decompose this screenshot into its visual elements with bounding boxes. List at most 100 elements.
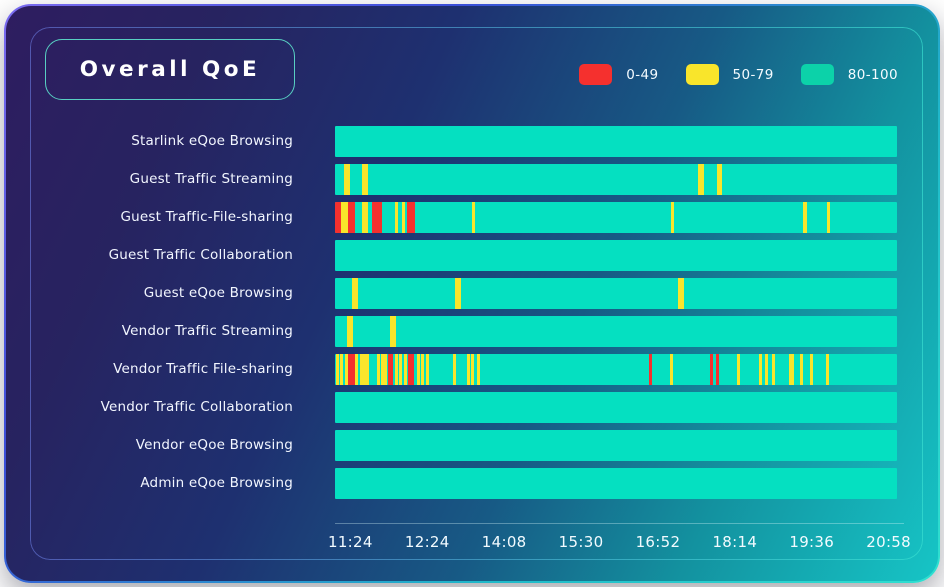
qoe-segment[interactable] [677, 278, 684, 309]
qoe-segment[interactable] [372, 202, 383, 233]
qoe-bar[interactable] [335, 240, 897, 271]
qoe-segment[interactable] [758, 354, 762, 385]
qoe-segment[interactable] [404, 354, 408, 385]
row-label: Vendor Traffic Collaboration [100, 399, 293, 415]
legend: 0-49 50-79 80-100 [579, 64, 898, 85]
row-label: Starlink eQoe Browsing [131, 133, 293, 149]
legend-swatch-teal [800, 64, 834, 85]
row-label: Guest eQoe Browsing [143, 285, 293, 301]
qoe-segment[interactable] [467, 354, 471, 385]
qoe-segment[interactable] [417, 354, 421, 385]
qoe-segment[interactable] [472, 202, 476, 233]
qoe-segment[interactable] [347, 202, 355, 233]
qoe-bar[interactable] [335, 430, 897, 461]
qoe-segment[interactable] [788, 354, 794, 385]
qoe-bar[interactable] [335, 392, 897, 423]
qoe-segment[interactable] [395, 202, 399, 233]
legend-item-50-79[interactable]: 50-79 [685, 64, 774, 85]
chart-row: Vendor eQoe Browsing [6, 430, 897, 461]
qoe-segment[interactable] [408, 354, 415, 385]
qoe-bar[interactable] [335, 202, 897, 233]
chart-row: Guest Traffic Collaboration [6, 240, 897, 271]
qoe-segment[interactable] [800, 354, 804, 385]
qoe-segment[interactable] [825, 354, 829, 385]
legend-item-80-100[interactable]: 80-100 [800, 64, 898, 85]
qoe-segment[interactable] [381, 354, 385, 385]
qoe-segment[interactable] [698, 164, 704, 195]
chart-row: Admin eQoe Browsing [6, 468, 897, 499]
qoe-segment[interactable] [361, 202, 369, 233]
qoe-bar[interactable] [335, 468, 897, 499]
axis-tick-label: 16:52 [635, 533, 681, 551]
qoe-segment[interactable] [399, 354, 403, 385]
qoe-bar[interactable] [335, 164, 897, 195]
qoe-segment[interactable] [387, 354, 393, 385]
qoe-segment[interactable] [377, 354, 381, 385]
row-label: Guest Traffic-File-sharing [120, 209, 293, 225]
qoe-segment[interactable] [716, 164, 723, 195]
dashboard-card-border: Overall QoE 0-49 50-79 80-100 Starlink e… [4, 4, 940, 583]
qoe-segment[interactable] [716, 354, 720, 385]
qoe-segment[interactable] [384, 354, 388, 385]
qoe-segment[interactable] [471, 354, 474, 385]
legend-label: 0-49 [626, 66, 659, 83]
qoe-segment[interactable] [671, 202, 675, 233]
qoe-segment[interactable] [351, 278, 359, 309]
qoe-bar[interactable] [335, 354, 897, 385]
axis-tick-label: 19:36 [789, 533, 835, 551]
legend-item-0-49[interactable]: 0-49 [579, 64, 658, 85]
qoe-segment[interactable] [810, 354, 814, 385]
qoe-segment[interactable] [346, 316, 353, 347]
axis-tick-label: 20:58 [866, 533, 911, 551]
qoe-segment[interactable] [772, 354, 776, 385]
qoe-segment[interactable] [426, 354, 430, 385]
qoe-segment[interactable] [401, 202, 406, 233]
qoe-segment[interactable] [669, 354, 674, 385]
qoe-bar[interactable] [335, 126, 897, 157]
qoe-segment[interactable] [390, 316, 397, 347]
qoe-segment[interactable] [359, 354, 363, 385]
qoe-segment[interactable] [395, 354, 399, 385]
qoe-segment[interactable] [765, 354, 769, 385]
qoe-segment[interactable] [343, 164, 351, 195]
qoe-segment[interactable] [341, 202, 348, 233]
qoe-segment[interactable] [355, 354, 359, 385]
legend-swatch-yellow [685, 64, 719, 85]
qoe-segment[interactable] [455, 278, 462, 309]
page-title: Overall QoE [79, 57, 261, 82]
qoe-segment[interactable] [406, 202, 415, 233]
row-label: Guest Traffic Streaming [129, 171, 293, 187]
qoe-segment[interactable] [347, 354, 355, 385]
title-box: Overall QoE [45, 39, 295, 100]
qoe-segment[interactable] [453, 354, 457, 385]
qoe-segment[interactable] [363, 354, 370, 385]
qoe-segment[interactable] [477, 354, 481, 385]
legend-label: 80-100 [847, 66, 898, 83]
axis-tick-label: 12:24 [404, 533, 450, 551]
qoe-segment[interactable] [649, 354, 653, 385]
chart-row: Vendor Traffic Collaboration [6, 392, 897, 423]
axis-tick-label: 11:24 [327, 533, 373, 551]
qoe-segment[interactable] [361, 164, 369, 195]
qoe-bar[interactable] [335, 278, 897, 309]
row-label: Vendor Traffic Streaming [121, 323, 293, 339]
chart-row: Vendor Traffic Streaming [6, 316, 897, 347]
qoe-segment[interactable] [826, 202, 831, 233]
qoe-segment[interactable] [803, 202, 807, 233]
qoe-segment[interactable] [336, 354, 340, 385]
qoe-bar[interactable] [335, 316, 897, 347]
axis-tick-label: 18:14 [712, 533, 758, 551]
row-label: Guest Traffic Collaboration [108, 247, 293, 263]
qoe-timeline-chart: Starlink eQoe Browsing Guest Traffic Stre… [6, 126, 897, 506]
row-label: Vendor Traffic File-sharing [113, 361, 293, 377]
qoe-segment[interactable] [736, 354, 740, 385]
qoe-segment[interactable] [340, 354, 344, 385]
chart-row: Starlink eQoe Browsing [6, 126, 897, 157]
chart-row: Vendor Traffic File-sharing [6, 354, 897, 385]
qoe-segment[interactable] [420, 354, 424, 385]
axis-line [335, 523, 904, 524]
qoe-segment[interactable] [335, 202, 342, 233]
qoe-segment[interactable] [709, 354, 713, 385]
qoe-segment[interactable] [345, 354, 349, 385]
